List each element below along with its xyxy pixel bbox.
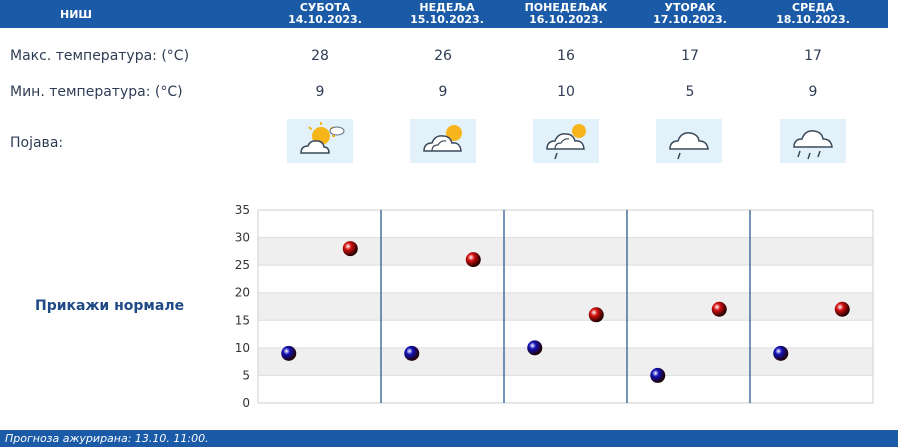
max-temp-point: [711, 301, 727, 317]
grid-band: [258, 292, 873, 321]
y-tick-label: 0: [242, 396, 250, 410]
phenomenon-label: Појава:: [10, 135, 64, 151]
min-temp-point: [650, 367, 666, 383]
min-temp-point: [527, 340, 543, 356]
y-tick-label: 20: [235, 286, 250, 300]
y-tick-label: 35: [235, 203, 250, 217]
min-temp-label: Мин. температура: (°C): [10, 84, 183, 100]
min-temp-point: [281, 345, 297, 361]
max-temp-day-5: 17: [804, 48, 822, 64]
grid-band: [258, 375, 873, 403]
max-temp-label: Макс. температура: (°C): [10, 48, 190, 64]
forecast-updated-text: Прогноза ажурирана: 13.10. 11:00.: [5, 432, 209, 445]
cloud-rain-icon: [780, 119, 846, 163]
grid-band: [258, 237, 873, 266]
day-header-5: СРЕДА 18.10.2023.: [776, 1, 850, 26]
max-temp-day-1: 28: [311, 48, 329, 64]
day-header-4: УТОРАК 17.10.2023.: [653, 1, 727, 26]
sun-behind-cloud-icon: [410, 119, 476, 163]
min-temp-point: [404, 345, 420, 361]
partly-sunny-icon: [287, 119, 353, 163]
grid-band: [258, 347, 873, 376]
grid-band: [258, 320, 873, 348]
max-temp-point: [588, 307, 604, 323]
cloud-drizzle-icon: [656, 119, 722, 163]
forecast-header: НИШ СУБОТА 14.10.2023. НЕДЕЉА 15.10.2023…: [0, 0, 888, 28]
city-name: НИШ: [60, 8, 93, 21]
show-normals-link[interactable]: Прикажи нормале: [35, 298, 185, 314]
max-temp-day-4: 17: [681, 48, 699, 64]
grid-band: [258, 265, 873, 293]
y-tick-label: 15: [235, 313, 250, 327]
max-temp-point: [834, 301, 850, 317]
min-temp-day-4: 5: [685, 84, 695, 100]
sun-cloud-light-rain-icon: [533, 119, 599, 163]
max-temp-day-2: 26: [434, 48, 452, 64]
max-temp-point: [465, 252, 481, 268]
y-tick-label: 30: [235, 231, 250, 245]
y-tick-label: 10: [235, 341, 250, 355]
min-temp-day-1: 9: [315, 84, 325, 100]
max-temp-day-3: 16: [557, 48, 575, 64]
temperature-chart: 0 5 10 15 20 25 30 35: [235, 203, 874, 410]
forecast-updated-footer: Прогноза ажурирана: 13.10. 11:00.: [0, 430, 898, 447]
y-tick-label: 25: [235, 258, 250, 272]
plot-border: [257, 209, 874, 404]
day-header-3: ПОНЕДЕЉАК 16.10.2023.: [524, 1, 608, 26]
y-tick-label: 5: [242, 368, 250, 382]
grid-band: [258, 210, 873, 238]
min-temp-day-3: 10: [557, 84, 575, 100]
day-header-2: НЕДЕЉА 15.10.2023.: [410, 1, 484, 26]
max-temp-point: [342, 241, 358, 257]
min-temp-day-2: 9: [438, 84, 448, 100]
min-temp-point: [773, 345, 789, 361]
day-header-1: СУБОТА 14.10.2023.: [288, 1, 362, 26]
min-temp-day-5: 9: [808, 84, 818, 100]
